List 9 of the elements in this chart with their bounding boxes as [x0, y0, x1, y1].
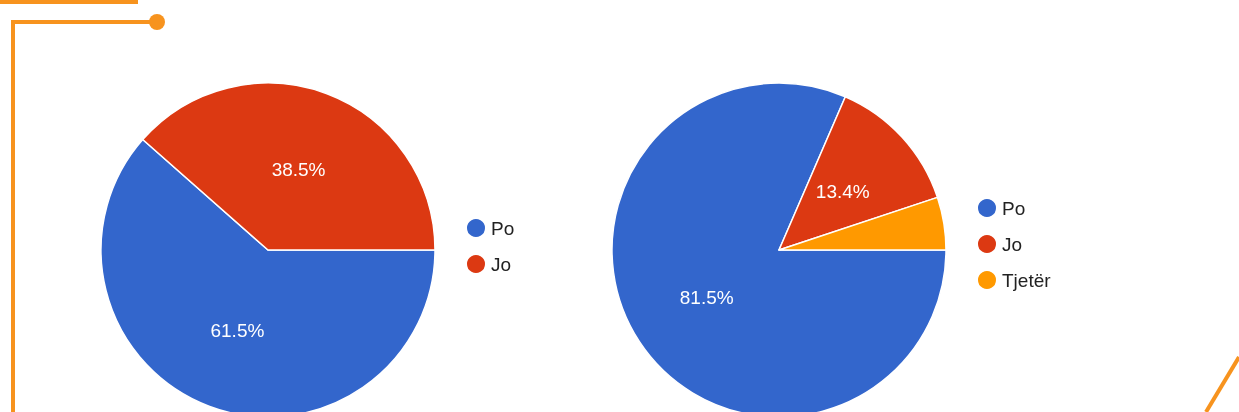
legend-label: Jo	[1002, 233, 1023, 255]
legend-label: Tjetër	[1002, 269, 1052, 291]
data-label: 38.5%	[271, 158, 326, 180]
legend-label: Po	[491, 217, 515, 239]
legend-label: Po	[1002, 197, 1026, 219]
data-label: 61.5%	[210, 320, 265, 342]
data-label: 13.4%	[815, 181, 870, 203]
data-label: 81.5%	[679, 286, 734, 308]
legend-label: Jo	[491, 253, 512, 275]
